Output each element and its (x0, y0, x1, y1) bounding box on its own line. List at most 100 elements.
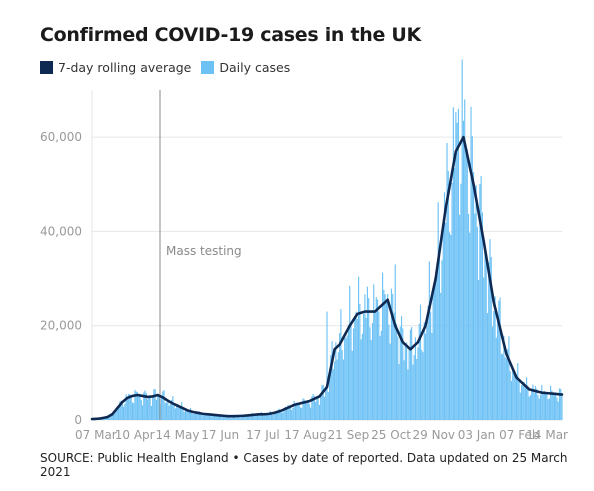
daily-bar (368, 298, 370, 420)
daily-bar (256, 415, 259, 420)
daily-bar (546, 393, 548, 420)
daily-bar (489, 239, 491, 420)
daily-bar (216, 414, 218, 420)
daily-bar (258, 414, 260, 420)
daily-bar (303, 399, 305, 420)
daily-bar (262, 414, 264, 420)
daily-bar (328, 376, 331, 420)
daily-bar (270, 413, 272, 420)
daily-bar (167, 399, 169, 420)
daily-bar (147, 399, 149, 420)
daily-bar (191, 410, 193, 420)
daily-bar (502, 354, 504, 420)
daily-bar (418, 323, 420, 420)
daily-bar (239, 417, 241, 420)
daily-bar (210, 414, 212, 420)
daily-bar (263, 415, 265, 420)
daily-bar (479, 183, 481, 420)
daily-bar (292, 407, 294, 420)
daily-bar (171, 399, 173, 420)
y-tick-label: 20,000 (40, 319, 82, 333)
daily-bar (432, 293, 434, 420)
daily-bar (149, 397, 151, 420)
daily-bar (201, 414, 203, 420)
daily-bar (406, 342, 408, 420)
daily-bar (550, 385, 552, 420)
daily-bar (187, 410, 189, 420)
daily-bar (206, 414, 208, 420)
daily-bar (133, 403, 135, 420)
daily-bar (141, 405, 144, 420)
daily-bar (246, 415, 248, 420)
daily-bar (431, 332, 433, 420)
daily-bar (226, 416, 228, 420)
daily-bar (217, 415, 219, 420)
daily-bar (552, 392, 554, 420)
daily-bar (200, 412, 202, 420)
daily-bar (526, 377, 528, 420)
daily-bar (509, 371, 511, 420)
daily-bar (521, 385, 523, 420)
daily-bar (275, 411, 278, 420)
daily-bar (135, 391, 137, 420)
daily-bar (336, 359, 338, 420)
daily-bar (419, 304, 422, 420)
daily-bar (259, 413, 261, 420)
daily-bar (504, 357, 506, 420)
daily-bar (495, 337, 497, 420)
daily-bar (365, 317, 367, 420)
daily-bar (178, 407, 180, 420)
daily-bar (561, 393, 563, 420)
x-tick-label: 07 Feb (499, 428, 539, 442)
daily-bar (538, 398, 540, 420)
daily-bar (409, 329, 411, 420)
daily-bar (551, 390, 553, 420)
daily-bar (435, 277, 437, 420)
daily-bar (476, 226, 478, 420)
daily-bar (195, 412, 197, 420)
daily-bar (182, 408, 184, 420)
daily-bar (219, 415, 221, 420)
daily-bar (510, 380, 513, 420)
daily-bar (451, 182, 453, 420)
daily-bar (148, 395, 150, 420)
daily-bar (268, 413, 270, 420)
daily-bar (421, 350, 423, 420)
daily-bar (313, 395, 315, 420)
x-tick-label: 17 Jun (201, 428, 239, 442)
daily-bar (212, 416, 214, 420)
daily-bar (390, 288, 393, 420)
daily-bar (389, 343, 391, 420)
daily-bar (211, 416, 213, 420)
daily-bar (416, 359, 418, 420)
daily-bar (519, 392, 521, 420)
daily-bar (423, 322, 425, 420)
daily-bar (315, 401, 317, 420)
daily-bar (366, 286, 368, 420)
daily-bar (207, 413, 209, 420)
daily-bar (414, 337, 417, 420)
daily-bar (274, 412, 276, 420)
daily-bar (359, 304, 361, 420)
daily-bar (254, 415, 256, 420)
daily-bar (422, 352, 424, 420)
daily-bar (352, 328, 355, 420)
daily-bar (235, 416, 237, 420)
daily-bar (215, 414, 217, 420)
daily-bar (371, 322, 374, 420)
x-tick-label: 07 Mar (75, 428, 117, 442)
daily-bar (383, 289, 385, 420)
daily-bar (397, 336, 399, 420)
daily-bar (255, 414, 257, 420)
daily-bar (459, 214, 461, 420)
daily-bar (392, 293, 394, 420)
daily-bar (503, 335, 505, 420)
daily-bar (221, 417, 223, 420)
daily-bar (518, 381, 520, 420)
daily-bar (332, 369, 334, 420)
daily-bar (116, 406, 118, 420)
daily-bar (360, 339, 362, 420)
x-tick-label: 10 Apr (115, 428, 155, 442)
daily-bar (433, 284, 435, 420)
daily-bar (370, 340, 372, 420)
